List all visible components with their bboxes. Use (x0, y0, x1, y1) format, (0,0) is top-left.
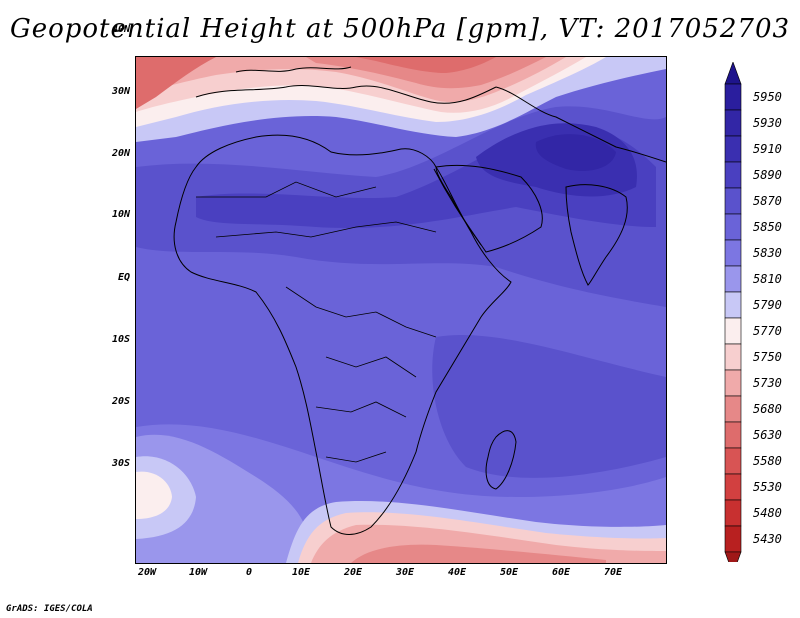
field-5770-south-atlantic (136, 471, 172, 519)
lat-label-10n: 10N (111, 209, 130, 220)
coastlines (173, 66, 666, 535)
colorbar-box-5770 (724, 317, 742, 345)
colorbar (724, 62, 742, 562)
colorbar-label-5890: 5890 (753, 168, 782, 182)
colorbar-label-5910: 5910 (753, 142, 782, 156)
colorbar-label-5480: 5480 (753, 506, 782, 520)
colorbar-label-5950: 5950 (753, 90, 782, 104)
europe-coast (195, 85, 497, 104)
colorbar-label-5680: 5680 (753, 402, 782, 416)
colorbar-box-5910 (724, 135, 742, 163)
colorbar-label-5770: 5770 (753, 324, 782, 338)
colorbar-box-5790 (724, 291, 742, 319)
colorbar-box-5870 (724, 187, 742, 215)
colorbar-label-5750: 5750 (753, 350, 782, 364)
colorbar-label-5830: 5830 (753, 246, 782, 260)
colorbar-box-5430 (724, 525, 742, 553)
lon-label-30e: 30E (395, 567, 415, 578)
colorbar-box-5830 (724, 239, 742, 267)
lat-label-30s: 30S (111, 458, 130, 469)
colorbar-box-5730 (724, 369, 742, 397)
lon-label-20e: 20E (343, 567, 363, 578)
colorbar-top-arrow (724, 62, 742, 85)
red-sea-coast (433, 168, 482, 246)
colorbar-boxes (724, 62, 742, 562)
colorbar-box-5890 (724, 161, 742, 189)
africa-coastline (173, 134, 512, 535)
colorbar-label-5730: 5730 (753, 376, 782, 390)
colorbar-box-5750 (724, 343, 742, 371)
border-north-africa (196, 181, 377, 198)
geopotential-height-map (135, 56, 667, 564)
colorbar-label-5850: 5850 (753, 220, 782, 234)
lat-label-30n: 30N (111, 86, 130, 97)
arabia-coastline (435, 164, 543, 253)
colorbar-label-5530: 5530 (753, 480, 782, 494)
border-south-africa (325, 451, 387, 463)
india-coastline (565, 184, 628, 286)
asia-coast (495, 86, 666, 163)
grads-credit: GrADS: IGES/COLA (6, 604, 93, 614)
colorbar-label-5430: 5430 (753, 532, 782, 546)
field-5930 (535, 134, 616, 172)
lat-label-10s: 10S (111, 334, 130, 345)
colorbar-box-5950 (724, 83, 742, 111)
colorbar-box-5850 (724, 213, 742, 241)
colorbar-box-5630 (724, 421, 742, 449)
colorbar-label-5870: 5870 (753, 194, 782, 208)
lon-label-10w: 10W (188, 567, 208, 578)
colorbar-label-5810: 5810 (753, 272, 782, 286)
colorbar-bottom-arrow (724, 551, 742, 562)
europe-coast-north (235, 66, 352, 73)
colorbar-box-5930 (724, 109, 742, 137)
colorbar-box-5680 (724, 395, 742, 423)
colorbar-box-5480 (724, 499, 742, 527)
border-south-central (325, 356, 417, 378)
lat-label-20s: 20S (111, 396, 130, 407)
border-sahel (215, 221, 437, 238)
colorbar-box-5580 (724, 447, 742, 475)
colorbar-label-5630: 5630 (753, 428, 782, 442)
lon-label-10e: 10E (291, 567, 311, 578)
lon-label-40e: 40E (447, 567, 467, 578)
lat-label-20n: 20N (111, 148, 130, 159)
field-5870-indian-ocean (432, 335, 666, 478)
field-5810-south-atlantic (136, 434, 309, 563)
lon-label-70e: 70E (603, 567, 623, 578)
lat-label-eq: EQ (117, 272, 130, 283)
colorbar-label-5790: 5790 (753, 298, 782, 312)
field-5630-north (356, 57, 496, 73)
lon-label-20w: 20W (137, 567, 157, 578)
map-canvas (136, 57, 666, 563)
border-central-africa (285, 286, 437, 338)
madagascar-coastline (485, 430, 517, 490)
colorbar-box-5810 (724, 265, 742, 293)
lat-label-40n: 40N (111, 24, 130, 35)
field-5630-northwest (136, 57, 216, 109)
map-title: Geopotential Height at 500hPa [gpm], VT:… (9, 14, 791, 44)
field-5680-north (306, 57, 546, 89)
colorbar-box-5530 (724, 473, 742, 501)
lon-label-60e: 60E (551, 567, 571, 578)
colorbar-label-5930: 5930 (753, 116, 782, 130)
colorbar-label-5580: 5580 (753, 454, 782, 468)
lon-label-50e: 50E (499, 567, 519, 578)
lon-label-0: 0 (245, 567, 253, 578)
border-southern-africa (315, 401, 407, 418)
field-5680-south-trough (351, 544, 606, 563)
